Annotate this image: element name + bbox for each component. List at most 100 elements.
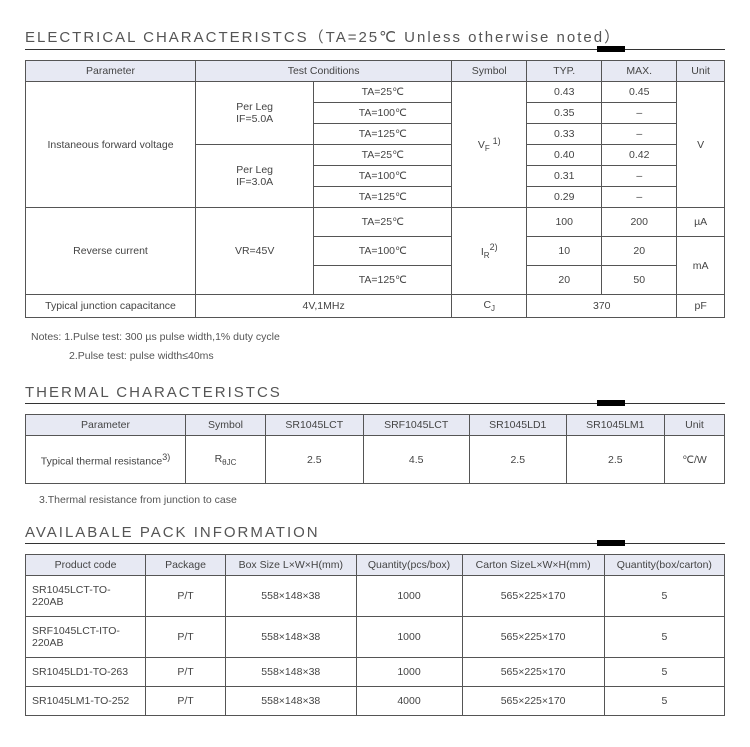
note-2: 2.Pulse test: pulse width≤40ms xyxy=(69,347,725,366)
th-param-sup: 3) xyxy=(162,452,170,462)
pk-col-carton: Carton SizeL×W×H(mm) xyxy=(462,555,604,576)
table-row: SRF1045LCT-ITO-220AB P/T 558×148×38 1000… xyxy=(26,617,725,658)
table-header-row: Parameter Test Conditions Symbol TYP. MA… xyxy=(26,61,725,82)
th-v3: 2.5 xyxy=(469,435,566,484)
th-symbol xyxy=(186,435,266,484)
ifv-r3-max: – xyxy=(602,124,677,145)
ir-r2-max: 20 xyxy=(602,237,677,266)
table-header-row: Product code Package Box Size L×W×H(mm) … xyxy=(26,555,725,576)
ifv-r5-max: – xyxy=(602,166,677,187)
ir-r1-unit: µA xyxy=(677,208,725,237)
pk-r1-qtyc: 5 xyxy=(604,617,724,658)
col-max: MAX. xyxy=(602,61,677,82)
ifv-r6-max: – xyxy=(602,187,677,208)
thermal-table: Parameter Symbol SR1045LCT SRF1045LCT SR… xyxy=(25,414,725,485)
pk-r1-code: SRF1045LCT-ITO-220AB xyxy=(26,617,146,658)
pk-r2-qtyc: 5 xyxy=(604,658,724,687)
pk-r3-qtyc: 5 xyxy=(604,687,724,716)
ifv-r4-max: 0.42 xyxy=(602,145,677,166)
cj-param: Typical junction capacitance xyxy=(26,295,196,318)
ifv-t25b: TA=25℃ xyxy=(314,145,452,166)
pk-col-qtyb: Quantity(pcs/box) xyxy=(356,555,462,576)
thermal-title: THERMAL CHARACTERISTCS xyxy=(25,384,725,404)
th-col-param: Parameter xyxy=(26,414,186,435)
ifv-t125b: TA=125℃ xyxy=(314,187,452,208)
ifv-leg1: Per Leg IF=5.0A xyxy=(196,82,314,145)
ifv-leg2: Per Leg IF=3.0A xyxy=(196,145,314,208)
table-row: SR1045LM1-TO-252 P/T 558×148×38 4000 565… xyxy=(26,687,725,716)
th-v4: 2.5 xyxy=(566,435,664,484)
ifv-r6-typ: 0.29 xyxy=(527,187,602,208)
ir-r1-typ: 100 xyxy=(527,208,602,237)
ifv-r3-typ: 0.33 xyxy=(527,124,602,145)
th-col-c2: SRF1045LCT xyxy=(363,414,469,435)
ir-t125: TA=125℃ xyxy=(314,266,452,295)
th-v1: 2.5 xyxy=(266,435,364,484)
ir-cond: VR=45V xyxy=(196,208,314,295)
ifv-r1-max: 0.45 xyxy=(602,82,677,103)
pk-r1-qtyb: 1000 xyxy=(356,617,462,658)
cj-value: 370 xyxy=(527,295,677,318)
pk-r0-qtyb: 1000 xyxy=(356,576,462,617)
electrical-table: Parameter Test Conditions Symbol TYP. MA… xyxy=(25,60,725,318)
pk-r3-carton: 565×225×170 xyxy=(462,687,604,716)
pk-r0-carton: 565×225×170 xyxy=(462,576,604,617)
th-param: Typical thermal resistance3) xyxy=(26,435,186,484)
ifv-sym-note: 1) xyxy=(493,136,501,146)
pack-table: Product code Package Box Size L×W×H(mm) … xyxy=(25,554,725,716)
pk-r0-code: SR1045LCT-TO-220AB xyxy=(26,576,146,617)
ir-t100: TA=100℃ xyxy=(314,237,452,266)
pk-r0-qtyc: 5 xyxy=(604,576,724,617)
pk-r0-box: 558×148×38 xyxy=(226,576,357,617)
pk-r2-box: 558×148×38 xyxy=(226,658,357,687)
pk-r3-qtyb: 4000 xyxy=(356,687,462,716)
pack-title: AVAILABALE PACK INFORMATION xyxy=(25,524,725,544)
pk-col-code: Product code xyxy=(26,555,146,576)
ifv-symbol: 1) xyxy=(452,82,527,208)
table-row: Typical thermal resistance3) 2.5 4.5 2.5… xyxy=(26,435,725,484)
pk-r2-code: SR1045LD1-TO-263 xyxy=(26,658,146,687)
pk-r3-box: 558×148×38 xyxy=(226,687,357,716)
table-row: SR1045LD1-TO-263 P/T 558×148×38 1000 565… xyxy=(26,658,725,687)
pk-r1-carton: 565×225×170 xyxy=(462,617,604,658)
ifv-param: Instaneous forward voltage xyxy=(26,82,196,208)
ir-r3-typ: 20 xyxy=(527,266,602,295)
table-row: Reverse current VR=45V TA=25℃ 2) 100 200… xyxy=(26,208,725,237)
pk-r2-qtyb: 1000 xyxy=(356,658,462,687)
note-1: Notes: 1.Pulse test: 300 µs pulse width,… xyxy=(31,328,725,347)
ifv-r2-max: – xyxy=(602,103,677,124)
th-param-text: Typical thermal resistance xyxy=(41,455,162,467)
table-header-row: Parameter Symbol SR1045LCT SRF1045LCT SR… xyxy=(26,414,725,435)
ifv-r5-typ: 0.31 xyxy=(527,166,602,187)
pk-col-qtyc: Quantity(box/carton) xyxy=(604,555,724,576)
table-row: Typical junction capacitance 4V,1MHz 370… xyxy=(26,295,725,318)
ir-r2-typ: 10 xyxy=(527,237,602,266)
pk-r3-pkg: P/T xyxy=(146,687,226,716)
thermal-note: 3.Thermal resistance from junction to ca… xyxy=(39,494,725,506)
col-typ: TYP. xyxy=(527,61,602,82)
th-col-unit: Unit xyxy=(665,414,725,435)
ifv-r1-typ: 0.43 xyxy=(527,82,602,103)
pk-r3-code: SR1045LM1-TO-252 xyxy=(26,687,146,716)
ir-sym-note: 2) xyxy=(490,242,498,252)
ir-symbol: 2) xyxy=(452,208,527,295)
ifv-r4-typ: 0.40 xyxy=(527,145,602,166)
pk-r0-pkg: P/T xyxy=(146,576,226,617)
th-col-c3: SR1045LD1 xyxy=(469,414,566,435)
col-symbol: Symbol xyxy=(452,61,527,82)
pk-col-box: Box Size L×W×H(mm) xyxy=(226,555,357,576)
col-parameter: Parameter xyxy=(26,61,196,82)
ifv-t125: TA=125℃ xyxy=(314,124,452,145)
ifv-t100: TA=100℃ xyxy=(314,103,452,124)
pk-r2-carton: 565×225×170 xyxy=(462,658,604,687)
electrical-notes: Notes: 1.Pulse test: 300 µs pulse width,… xyxy=(31,328,725,366)
ir-t25: TA=25℃ xyxy=(314,208,452,237)
ifv-unit: V xyxy=(677,82,725,208)
pk-col-pkg: Package xyxy=(146,555,226,576)
th-v2: 4.5 xyxy=(363,435,469,484)
cj-unit: pF xyxy=(677,295,725,318)
th-col-c4: SR1045LM1 xyxy=(566,414,664,435)
ir-r3-max: 50 xyxy=(602,266,677,295)
th-unit: ℃/W xyxy=(665,435,725,484)
pk-r2-pkg: P/T xyxy=(146,658,226,687)
